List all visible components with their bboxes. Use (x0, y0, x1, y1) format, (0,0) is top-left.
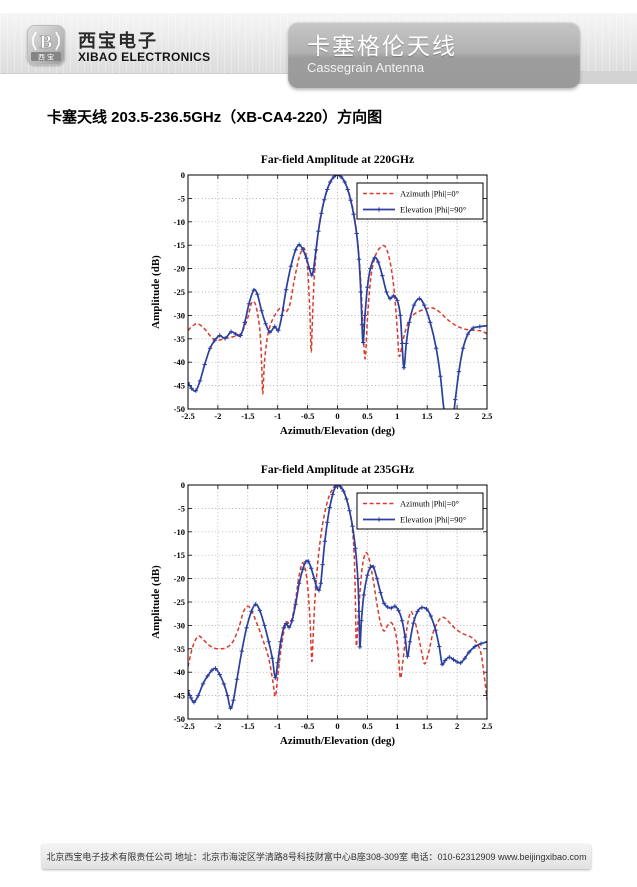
svg-text:-45: -45 (174, 381, 185, 391)
svg-text:-50: -50 (174, 404, 185, 414)
svg-text:-45: -45 (174, 691, 185, 701)
svg-text:1.5: 1.5 (422, 721, 433, 731)
svg-text:-10: -10 (174, 527, 185, 537)
footer-bar: 北京西宝电子技术有限责任公司 地址：北京市海淀区学清路8号科技财富中心B座308… (42, 844, 591, 869)
plot-box (187, 174, 488, 410)
svg-text:-1.5: -1.5 (241, 721, 254, 731)
svg-text:Elevation |Phi|=90°: Elevation |Phi|=90° (400, 205, 466, 215)
svg-text:Elevation |Phi|=90°: Elevation |Phi|=90° (400, 515, 466, 525)
svg-text:-0.5: -0.5 (301, 411, 314, 421)
svg-text:-40: -40 (174, 667, 185, 677)
axis-tick-labels: -2.5 -2 -1.5 -1 -0.5 0 0.5 1 1.5 2 2.5 0 -5 -10 -15 -20… (174, 480, 493, 731)
svg-text:-30: -30 (174, 620, 185, 630)
x-axis-label: Azimuth/Elevation (deg) (280, 425, 396, 437)
y-axis-label: Amplitude (dB) (150, 565, 162, 639)
svg-text:-1: -1 (274, 411, 281, 421)
azimuth-curve (188, 175, 487, 395)
section-banner: 卡塞格伦天线 Cassegrain Antenna (288, 22, 580, 88)
y-axis-label: Amplitude (dB) (150, 255, 162, 329)
chart-svg: -2.5 -2 -1.5 -1 -0.5 0 0.5 1 1.5 2 2.5 0 -5 -10 -15 -20… (150, 154, 493, 437)
svg-text:-30: -30 (174, 310, 185, 320)
svg-text:1: 1 (395, 411, 399, 421)
svg-text:1: 1 (395, 721, 399, 731)
svg-text:-25: -25 (174, 287, 185, 297)
company-name-cn: 西宝电子 (78, 31, 158, 51)
svg-text:0.5: 0.5 (362, 411, 373, 421)
chart-title: Far-field Amplitude at 220GHz (261, 154, 414, 166)
legend: Azimuth |Phi|=0° Elevation |Phi|=90° (356, 182, 484, 220)
company-name-en: XIBAO ELECTRONICS (78, 50, 211, 64)
svg-text:Azimuth |Phi|=0°: Azimuth |Phi|=0° (400, 499, 459, 509)
svg-text:0: 0 (335, 721, 339, 731)
chart-svg: -2.5 -2 -1.5 -1 -0.5 0 0.5 1 1.5 2 2.5 0 -5 -10 -15 -20… (150, 464, 493, 747)
svg-text:-2: -2 (214, 721, 221, 731)
axis-tick-labels: -2.5 -2 -1.5 -1 -0.5 0 0.5 1 1.5 2 2.5 0 -5 -10 -15 -20… (174, 170, 493, 421)
svg-text:-25: -25 (174, 597, 185, 607)
banner-title: 卡塞格伦天线 (307, 33, 457, 59)
footer-text: 北京西宝电子技术有限责任公司 地址：北京市海淀区学清路8号科技财富中心B座308… (46, 852, 587, 862)
svg-text:2: 2 (455, 721, 459, 731)
svg-text:0: 0 (181, 480, 185, 490)
svg-text:2.5: 2.5 (482, 721, 493, 731)
elevation-plus-markers (188, 175, 487, 409)
x-axis-label: Azimuth/Elevation (deg) (280, 735, 396, 747)
svg-text:-1: -1 (274, 721, 281, 731)
svg-text:-0.5: -0.5 (301, 721, 314, 731)
svg-text:1.5: 1.5 (422, 411, 433, 421)
svg-text:2.5: 2.5 (482, 411, 493, 421)
svg-text:2: 2 (455, 411, 459, 421)
svg-text:-10: -10 (174, 217, 185, 227)
svg-text:-5: -5 (178, 193, 185, 203)
elevation-plus-markers (188, 485, 487, 711)
svg-text:-5: -5 (178, 503, 185, 513)
svg-text:-40: -40 (174, 357, 185, 367)
page-title: 卡塞天线 203.5-236.5GHz（XB-CA4-220）方向图 (47, 109, 383, 126)
svg-text:-2: -2 (214, 411, 221, 421)
svg-text:0.5: 0.5 (362, 721, 373, 731)
svg-text:0: 0 (335, 411, 339, 421)
svg-text:B: B (40, 32, 53, 53)
svg-text:-35: -35 (174, 334, 185, 344)
svg-text:西 宝: 西 宝 (38, 53, 54, 62)
svg-text:-50: -50 (174, 714, 185, 724)
svg-text:Azimuth |Phi|=0°: Azimuth |Phi|=0° (400, 189, 459, 199)
banner-subtitle: Cassegrain Antenna (307, 60, 425, 75)
xibao-b-logo-icon: B 西 宝 (31, 31, 61, 62)
xibao-logo: B 西 宝 (27, 25, 65, 65)
legend: Azimuth |Phi|=0° Elevation |Phi|=90° (356, 492, 484, 530)
svg-text:-2.5: -2.5 (181, 721, 194, 731)
svg-text:0: 0 (181, 170, 185, 180)
svg-text:-15: -15 (174, 550, 185, 560)
svg-text:-20: -20 (174, 574, 185, 584)
svg-text:-20: -20 (174, 264, 185, 274)
far-field-chart-220ghz: -2.5 -2 -1.5 -1 -0.5 0 0.5 1 1.5 2 2.5 0 -5 -10 -15 -20… (148, 148, 500, 448)
svg-text:-2.5: -2.5 (181, 411, 194, 421)
svg-text:-1.5: -1.5 (241, 411, 254, 421)
plot-box (187, 484, 488, 720)
svg-text:-15: -15 (174, 240, 185, 250)
chart-title: Far-field Amplitude at 235GHz (261, 464, 414, 476)
far-field-chart-235ghz: -2.5 -2 -1.5 -1 -0.5 0 0.5 1 1.5 2 2.5 0 -5 -10 -15 -20… (148, 458, 500, 758)
svg-text:-35: -35 (174, 644, 185, 654)
